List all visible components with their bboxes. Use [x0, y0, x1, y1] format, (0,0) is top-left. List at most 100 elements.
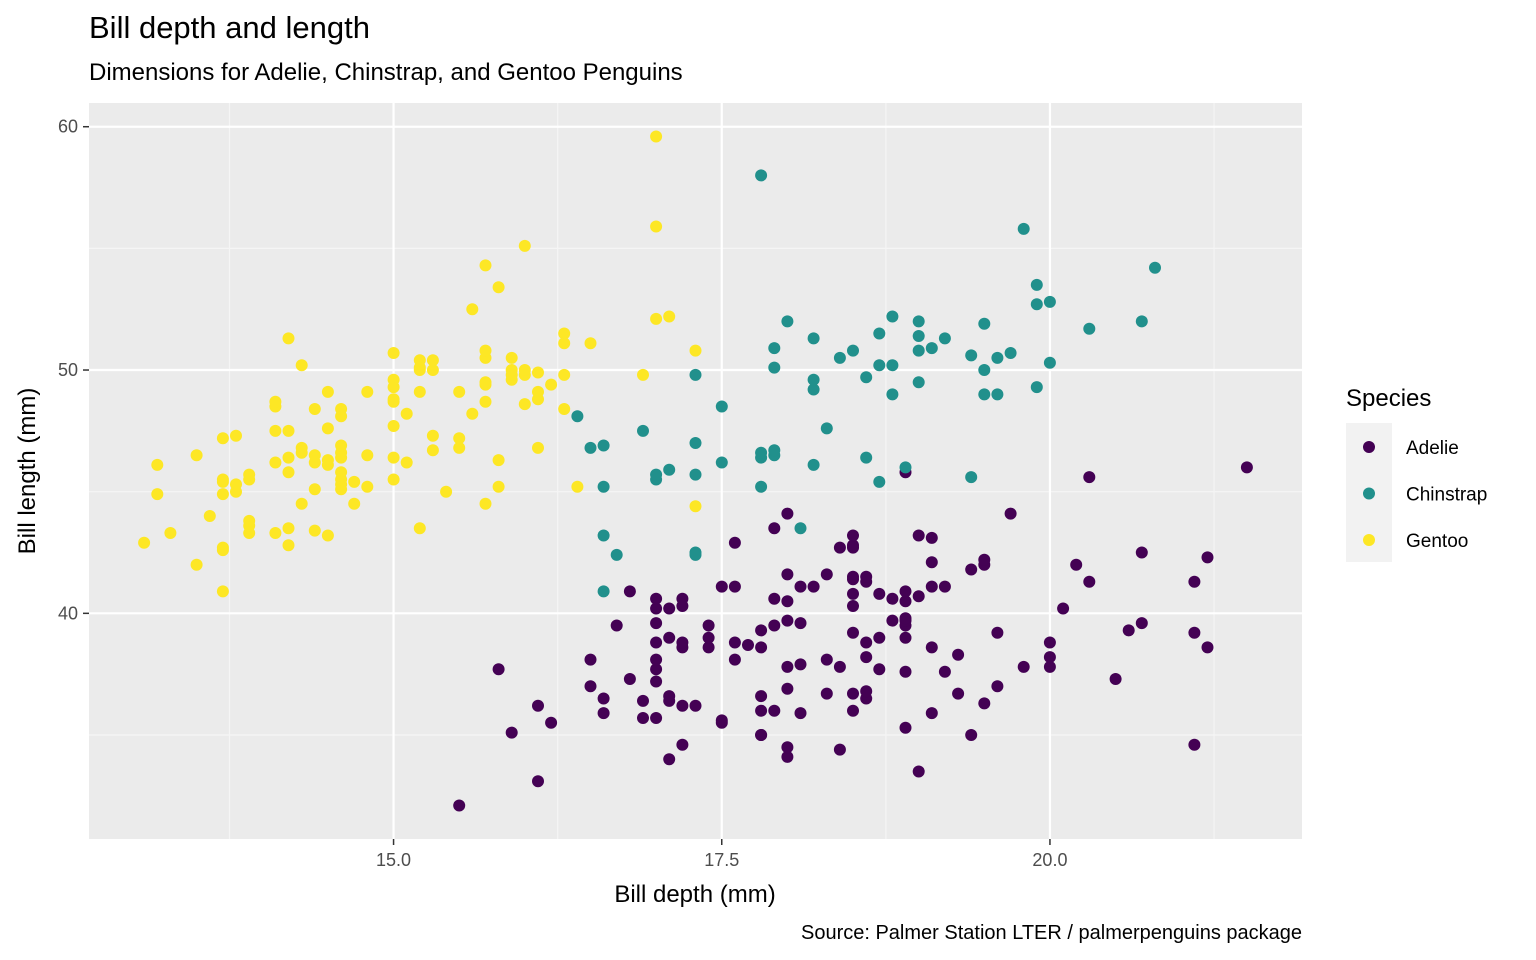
adelie-point: [702, 631, 715, 644]
adelie-point: [1122, 624, 1135, 637]
chinstrap-point: [768, 342, 781, 355]
chinstrap-point: [991, 351, 1004, 364]
gentoo-point: [282, 424, 295, 437]
gentoo-point: [216, 585, 229, 598]
chinstrap-point: [886, 388, 899, 401]
adelie-point: [847, 626, 859, 639]
gentoo-point: [440, 485, 453, 498]
gentoo-point: [426, 429, 439, 442]
gentoo-point: [321, 385, 334, 398]
gentoo-point: [479, 395, 492, 408]
gentoo-point: [269, 527, 282, 539]
gentoo-point: [479, 376, 492, 389]
chinstrap-point: [689, 468, 702, 481]
adelie-point: [873, 631, 886, 644]
adelie-point: [899, 585, 912, 598]
gentoo-point: [269, 424, 282, 437]
adelie-point: [781, 660, 794, 673]
chinstrap-point: [807, 332, 820, 345]
gentoo-point: [387, 473, 400, 486]
chinstrap-point: [768, 444, 781, 457]
gentoo-point: [308, 483, 321, 496]
adelie-point: [663, 631, 676, 644]
adelie-point: [886, 592, 899, 605]
adelie-point: [1083, 471, 1096, 484]
chinstrap-point: [1083, 322, 1096, 335]
chinstrap-point: [1030, 298, 1043, 311]
gentoo-point: [571, 480, 584, 493]
gentoo-point: [426, 444, 439, 457]
adelie-point: [938, 580, 951, 593]
gentoo-point: [308, 524, 321, 537]
gentoo-point: [295, 441, 308, 454]
gentoo-point: [650, 220, 663, 233]
chinstrap-point: [860, 451, 873, 464]
gentoo-point: [479, 497, 492, 510]
adelie-point: [899, 612, 912, 625]
adelie-point: [965, 729, 978, 741]
chinstrap-point: [912, 376, 925, 389]
adelie-point: [847, 587, 859, 600]
gentoo-point: [216, 432, 229, 445]
adelie-point: [781, 741, 794, 754]
adelie-point: [899, 595, 912, 608]
chinstrap-point: [755, 480, 768, 493]
gentoo-point: [650, 130, 663, 143]
chinstrap-point: [807, 458, 820, 471]
adelie-point: [847, 539, 859, 552]
gentoo-point: [453, 432, 466, 445]
chinstrap-point: [1017, 222, 1030, 235]
chinstrap-point: [912, 315, 925, 328]
adelie-point: [650, 602, 663, 615]
adelie-point: [781, 507, 794, 520]
gentoo-point: [492, 454, 505, 467]
gentoo-point: [387, 451, 400, 464]
gentoo-point: [308, 449, 321, 462]
gentoo-point: [295, 497, 308, 510]
gentoo-point: [269, 456, 282, 469]
adelie-point: [755, 624, 768, 637]
adelie-point: [623, 673, 636, 685]
adelie-point: [978, 697, 991, 710]
adelie-point: [1109, 673, 1122, 685]
adelie-point: [532, 775, 544, 788]
chinstrap-point: [584, 441, 597, 454]
adelie-point: [794, 707, 807, 720]
chinstrap-point: [781, 315, 794, 328]
adelie-point: [912, 765, 925, 778]
gentoo-point: [243, 514, 256, 527]
gentoo-point: [348, 497, 361, 510]
chinstrap-point: [1004, 347, 1017, 359]
adelie-point: [873, 587, 886, 600]
chinstrap-point: [873, 327, 886, 340]
gentoo-point: [335, 439, 348, 452]
chinstrap-point: [663, 463, 676, 476]
legend-label-chinstrap: Chinstrap: [1406, 485, 1487, 506]
chinstrap-point: [1135, 315, 1148, 328]
adelie-point: [899, 665, 912, 678]
adelie-point: [781, 614, 794, 627]
chinstrap-point: [965, 349, 978, 362]
chinstrap-point: [938, 332, 951, 345]
adelie-point: [1201, 641, 1214, 654]
adelie-point: [952, 687, 965, 700]
adelie-point: [676, 738, 689, 751]
adelie-point: [781, 750, 794, 763]
adelie-point: [650, 712, 663, 724]
chinstrap-point: [637, 424, 649, 437]
chinstrap-point: [978, 364, 991, 376]
gentoo-point: [321, 454, 334, 467]
adelie-point: [663, 602, 676, 615]
adelie-point: [663, 753, 676, 766]
adelie-point: [715, 714, 728, 727]
adelie-point: [1188, 575, 1201, 588]
gentoo-point: [426, 364, 439, 376]
adelie-point: [1201, 551, 1214, 564]
adelie-point: [702, 641, 715, 654]
gentoo-point: [637, 368, 649, 381]
gentoo-point: [426, 354, 439, 367]
adelie-point: [847, 704, 859, 717]
adelie-point: [1135, 617, 1148, 630]
gentoo-point: [413, 522, 426, 535]
gentoo-point: [400, 456, 413, 469]
